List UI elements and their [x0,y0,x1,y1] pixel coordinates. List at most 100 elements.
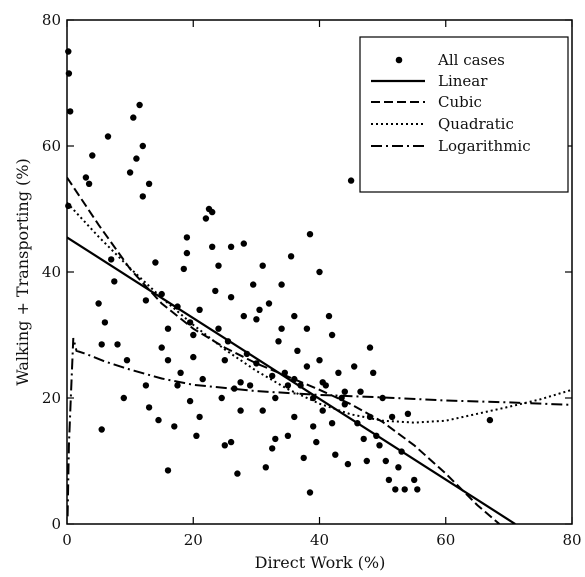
data-point [180,265,187,273]
data-point [186,397,194,405]
data-point [123,357,131,364]
data-point [328,331,336,339]
legend-label-logarithmic: Logarithmic [438,137,531,155]
data-point [332,451,339,458]
data-point [246,382,254,389]
data-point [395,464,402,471]
data-point [414,486,421,493]
legend: All cases Linear Cubic Quadratic Logarit… [359,36,569,193]
data-point [133,155,140,162]
data-point [291,413,298,421]
data-point [265,300,273,307]
legend-label-quadratic: Quadratic [438,115,514,133]
data-point [272,394,279,402]
data-point [404,410,412,417]
data-point [294,347,301,354]
data-point [376,442,383,449]
data-point [344,460,352,468]
cubic-fit-line [67,176,501,524]
data-point [379,394,386,402]
data-point [272,435,279,443]
data-point [269,372,276,380]
data-point [221,442,228,449]
data-point [120,394,128,402]
data-point [174,382,181,389]
data-point [269,445,276,452]
data-point [328,420,336,427]
data-point [212,287,219,295]
data-point [411,476,418,484]
data-point [171,423,178,430]
data-point [227,243,235,250]
data-point [310,423,317,430]
data-point [98,426,105,433]
data-point [366,344,374,351]
data-point [152,259,159,266]
data-point [278,281,285,288]
legend-label-points: All cases [437,51,505,69]
data-point [351,363,358,370]
x-tick-label: 60 [436,531,455,549]
legend-label-linear: Linear [438,72,488,90]
data-point [237,379,244,386]
data-point [215,262,222,269]
data-point [164,467,172,474]
data-point [108,256,115,263]
data-point [392,486,399,493]
data-point [313,438,320,446]
data-point [486,416,494,424]
data-point [114,341,121,348]
data-point [316,268,323,276]
data-point [303,363,311,370]
data-point [136,101,143,109]
data-point [65,48,72,55]
data-point [237,407,244,414]
data-point [111,278,118,285]
legend-box [359,36,569,193]
y-tick-label: 60 [42,137,61,155]
data-point [104,133,112,140]
data-point [85,180,93,187]
data-point [316,357,323,364]
data-point [139,142,146,150]
data-point [231,385,238,392]
data-point [240,240,247,247]
data-point [357,388,364,395]
data-point [164,325,172,332]
data-point [145,180,153,187]
data-point [209,208,216,216]
data-point [341,388,348,395]
data-point [401,486,408,493]
x-tick-label: 80 [562,531,581,549]
x-tick-label: 40 [310,531,329,549]
data-point [218,394,225,402]
data-point [319,379,326,386]
data-point [347,177,355,184]
data-point [275,338,282,345]
data-point [306,231,314,238]
data-point [145,404,153,411]
data-point [259,407,266,414]
y-tick-label: 80 [42,11,61,29]
data-point [382,457,389,465]
legend-label-cubic: Cubic [438,93,482,111]
data-point [139,193,146,200]
data-point [284,432,292,439]
data-point [306,489,314,496]
data-point [190,331,197,339]
data-point [199,375,206,383]
data-point [101,319,109,326]
data-point [183,234,191,241]
data-point [130,114,137,121]
data-point [284,382,292,389]
data-point [158,344,165,351]
data-point [385,476,393,484]
data-point [253,316,260,323]
data-point [177,369,184,376]
data-point [95,300,102,307]
data-point [227,438,235,446]
data-point [256,306,263,313]
y-axis-title: Walking + Transporting (%) [13,158,32,385]
data-point [193,432,200,439]
x-tick-label: 0 [62,531,72,549]
